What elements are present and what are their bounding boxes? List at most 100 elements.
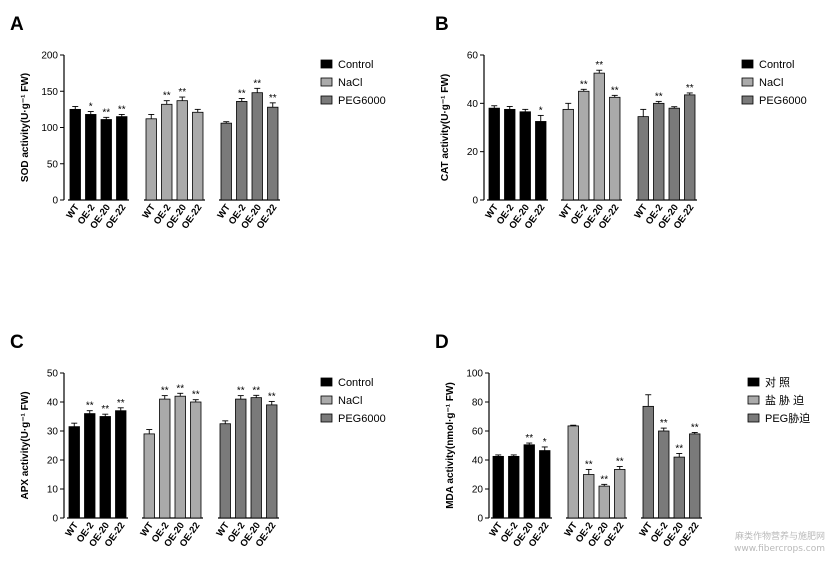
- panel-c-bar: [159, 398, 171, 519]
- panel-b-y-tick-label: 20: [467, 147, 479, 158]
- panel-a-y-axis-label: SOD activity(U·g⁻¹ FW): [20, 73, 31, 182]
- panel-b-y-tick-label: 0: [472, 196, 478, 207]
- panel-a-significance-label: **: [118, 104, 126, 115]
- panel-a-y-tick-label: 200: [41, 51, 58, 62]
- panel-a-legend-swatch: [320, 59, 333, 69]
- panel-c-bar: [190, 401, 202, 519]
- panel-d-bar: [583, 474, 595, 519]
- panel-d-letter: D: [435, 332, 449, 353]
- panel-c-y-tick-label: 10: [47, 485, 59, 496]
- panel-a-significance-label: **: [238, 89, 246, 100]
- panel-b-bar: [578, 90, 590, 201]
- panel-d-bar: [492, 455, 504, 519]
- panel-b-bar: [562, 108, 574, 201]
- panel-b-bar: [668, 107, 680, 201]
- panel-a-bar: [267, 106, 279, 201]
- panel-d-bar: [539, 450, 551, 519]
- panel-b-significance-label: **: [580, 79, 588, 90]
- panel-a-significance-label: **: [163, 91, 171, 102]
- panel-d-significance-label: *: [543, 437, 547, 448]
- panel-b-significance-label: **: [611, 85, 619, 96]
- panel-c-bar: [219, 423, 231, 519]
- panel-a-bar: [236, 101, 248, 201]
- panel-b-legend-swatch: [741, 95, 754, 105]
- panel-a-bar: [69, 108, 81, 201]
- panel-b-y-tick-label: 60: [467, 51, 479, 62]
- panel-c-bar: [266, 404, 278, 519]
- panel-b-bar: [504, 108, 516, 201]
- panel-d-y-tick-label: 20: [472, 485, 484, 496]
- panel-c-significance-label: **: [252, 385, 260, 396]
- panel-b-bar: [653, 102, 665, 201]
- panel-a-significance-label: **: [102, 107, 110, 118]
- panel-d-y-tick-label: 100: [466, 369, 483, 380]
- panel-d-bar: [658, 430, 670, 519]
- panel-c-y-axis-label: APX activity(U·g⁻¹ FW): [20, 391, 31, 499]
- panel-c-significance-label: **: [101, 404, 109, 415]
- panel-d-bar: [523, 444, 535, 519]
- panel-b-legend-label: Control: [759, 59, 794, 71]
- panel-a-bar: [161, 103, 173, 201]
- panel-a-bar: [100, 119, 112, 201]
- panel-d-legend-label: 盐 胁 迫: [765, 393, 804, 407]
- panel-c-letter: C: [10, 332, 24, 353]
- panel-d-bar: [689, 433, 701, 519]
- panel-c-significance-label: **: [161, 386, 169, 397]
- panel-c-significance-label: **: [192, 390, 200, 401]
- panel-d-y-tick-label: 60: [472, 427, 484, 438]
- panel-c-bar: [235, 398, 247, 519]
- panel-a-bar: [192, 111, 204, 201]
- panel-a-legend-label: NaCl: [338, 77, 362, 89]
- panel-c-bar: [99, 416, 111, 519]
- panel-c-y-tick-label: 20: [47, 456, 59, 467]
- panel-b-significance-label: *: [539, 105, 543, 116]
- panel-b-bar: [684, 94, 696, 201]
- panel-b-significance-label: **: [655, 91, 663, 102]
- panel-d-y-tick-label: 40: [472, 456, 484, 467]
- panel-a-significance-label: **: [269, 93, 277, 104]
- panel-d-significance-label: **: [616, 457, 624, 468]
- panel-b-y-axis-label: CAT activity(U·g⁻¹ FW): [440, 74, 451, 181]
- panel-d-legend-label: PEG胁迫: [765, 411, 810, 425]
- panel-b-bar: [637, 116, 649, 201]
- panel-c-y-tick-label: 30: [47, 427, 59, 438]
- panel-c-significance-label: **: [117, 398, 125, 409]
- panel-c-y-tick-label: 50: [47, 369, 59, 380]
- panel-c-legend-label: PEG6000: [338, 413, 386, 425]
- panel-d-y-tick-label: 80: [472, 398, 484, 409]
- site-watermark: 麻类作物营养与施肥网 www.fibercrops.com: [734, 531, 825, 555]
- panel-c-bar: [115, 410, 127, 519]
- panel-c-bar: [174, 395, 186, 519]
- panel-c-significance-label: **: [86, 401, 94, 412]
- panel-c-legend-swatch: [320, 413, 333, 423]
- panel-b-y-tick-label: 40: [467, 99, 479, 110]
- panel-d-bar: [567, 425, 579, 519]
- panel-a-y-tick-label: 100: [41, 123, 58, 134]
- panel-d-bar: [642, 405, 654, 519]
- panel-b-bar: [593, 72, 605, 201]
- panel-c-y-tick-label: 0: [52, 514, 58, 525]
- watermark-line-1: 麻类作物营养与施肥网: [734, 532, 825, 542]
- panel-c-bar: [143, 433, 155, 519]
- panel-a-significance-label: *: [89, 102, 93, 113]
- panel-c-legend-label: NaCl: [338, 395, 362, 407]
- panel-d-bar: [598, 485, 610, 519]
- watermark-line-2: www.fibercrops.com: [734, 544, 825, 554]
- panel-b-bar: [519, 111, 531, 201]
- panel-d-significance-label: **: [675, 443, 683, 454]
- panel-a-y-tick-label: 0: [52, 196, 58, 207]
- panel-a-bar: [176, 100, 188, 201]
- panel-d-bar: [673, 456, 685, 519]
- panel-c-bar: [250, 397, 262, 519]
- panel-b-legend-swatch: [741, 59, 754, 69]
- panel-c-bar: [84, 413, 96, 519]
- panel-a-legend-label: Control: [338, 59, 373, 71]
- panel-d-legend-swatch: [747, 377, 760, 387]
- panel-b-significance-label: **: [686, 83, 694, 94]
- panel-a-bar: [145, 118, 157, 201]
- panel-c-significance-label: **: [268, 391, 276, 402]
